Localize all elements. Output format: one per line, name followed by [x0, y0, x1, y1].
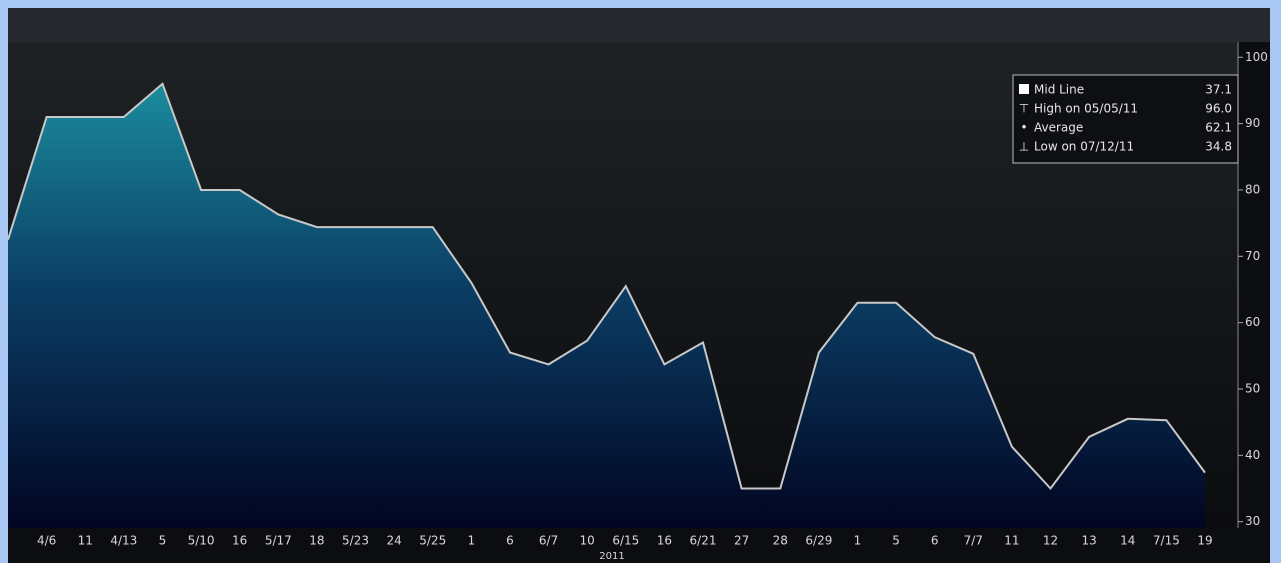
x-tick-label: 10 [580, 534, 595, 548]
x-tick-label: 5/17 [265, 534, 292, 548]
x-tick-label: 6/7 [539, 534, 558, 548]
legend-icon [1019, 84, 1029, 94]
x-tick-label: 5 [892, 534, 900, 548]
area [8, 83, 1205, 529]
plot [7, 82, 1206, 529]
x-tick-label: 16 [657, 534, 672, 548]
x-tick-label: 1 [854, 534, 862, 548]
line [7, 82, 1206, 491]
x-tick-label: 19 [1197, 534, 1212, 548]
x-tick-label: 24 [386, 534, 401, 548]
x-tick-label: 27 [734, 534, 749, 548]
legend-icon: • [1020, 121, 1027, 135]
y-tick-label: 100 [1245, 50, 1268, 64]
x-tick-label: 18 [309, 534, 324, 548]
legend-label: High on 05/05/11 [1034, 102, 1138, 116]
legend-value: 62.1 [1205, 121, 1232, 135]
legend-label: Mid Line [1034, 83, 1084, 97]
x-tick-label: 13 [1082, 534, 1097, 548]
x-tick-label: 6/29 [805, 534, 832, 548]
legend-icon: ⊤ [1019, 102, 1029, 116]
legend-icon: ⊥ [1019, 140, 1029, 154]
x-tick-label: 14 [1120, 534, 1135, 548]
x-axis-label: 2011 [599, 551, 624, 562]
y-tick-label: 50 [1245, 381, 1260, 395]
x-tick-label: 12 [1043, 534, 1058, 548]
y-tick-label: 80 [1245, 182, 1260, 196]
y-tick-label: 70 [1245, 249, 1260, 263]
x-tick-label: 11 [1004, 534, 1019, 548]
y-tick-label: 40 [1245, 448, 1260, 462]
x-tick-label: 6/15 [612, 534, 639, 548]
x-tick-label: 7/15 [1153, 534, 1180, 548]
legend-label: Low on 07/12/11 [1034, 140, 1134, 154]
x-tick-label: 7/7 [964, 534, 983, 548]
legend-value: 37.1 [1205, 83, 1232, 97]
y-tick-label: 60 [1245, 315, 1260, 329]
x-tick-label: 4/13 [110, 534, 137, 548]
legend-value: 96.0 [1205, 102, 1232, 116]
x-tick-label: 5/23 [342, 534, 369, 548]
y-tick-label: 30 [1245, 514, 1260, 528]
x-tick-label: 1 [468, 534, 476, 548]
top-bar [8, 8, 1270, 42]
legend: ⊤ • ⊥ Mid Line 37.1 High on 05/05/11 96.0 Av… [1012, 74, 1239, 164]
x-tick-label: 6 [931, 534, 939, 548]
legend-box [1012, 74, 1239, 164]
x-tick-label: 16 [232, 534, 247, 548]
x-tick-label: 6/21 [690, 534, 717, 548]
y-tick-label: 90 [1245, 116, 1260, 130]
x-tick-label: 6 [506, 534, 514, 548]
x-tick-label: 5 [159, 534, 167, 548]
x-tick-label: 4/6 [37, 534, 56, 548]
legend-label: Average [1034, 121, 1083, 135]
x-tick-label: 5/10 [188, 534, 215, 548]
x-tick-label: 28 [773, 534, 788, 548]
legend-value: 34.8 [1205, 140, 1232, 154]
x-tick-label: 11 [78, 534, 93, 548]
x-tick-label: 5/25 [419, 534, 446, 548]
